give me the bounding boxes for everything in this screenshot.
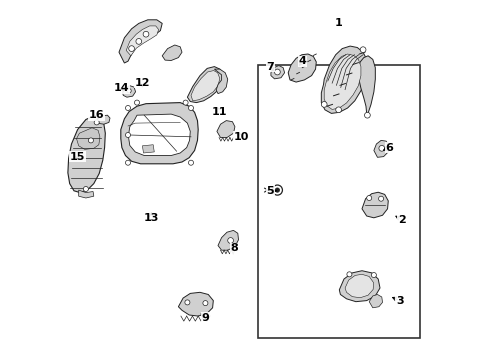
Circle shape bbox=[203, 301, 208, 306]
Circle shape bbox=[189, 105, 194, 111]
Circle shape bbox=[94, 120, 99, 125]
Text: 13: 13 bbox=[144, 213, 159, 223]
Polygon shape bbox=[218, 230, 239, 250]
Circle shape bbox=[347, 272, 352, 277]
Circle shape bbox=[336, 107, 342, 113]
Polygon shape bbox=[288, 54, 316, 82]
Polygon shape bbox=[76, 128, 100, 149]
Polygon shape bbox=[126, 26, 159, 56]
Circle shape bbox=[367, 195, 372, 201]
Polygon shape bbox=[358, 56, 375, 115]
Polygon shape bbox=[98, 115, 110, 124]
Polygon shape bbox=[321, 46, 368, 113]
Polygon shape bbox=[271, 66, 285, 79]
Polygon shape bbox=[119, 20, 162, 63]
Text: 2: 2 bbox=[398, 215, 405, 225]
Text: 15: 15 bbox=[70, 152, 85, 162]
Text: 10: 10 bbox=[234, 132, 249, 142]
Text: 4: 4 bbox=[299, 56, 307, 66]
Circle shape bbox=[136, 39, 142, 44]
Polygon shape bbox=[324, 54, 361, 109]
Circle shape bbox=[274, 69, 280, 75]
Polygon shape bbox=[217, 121, 235, 138]
Text: 14: 14 bbox=[114, 83, 130, 93]
Text: 9: 9 bbox=[201, 312, 209, 323]
Polygon shape bbox=[362, 192, 388, 218]
Text: 8: 8 bbox=[230, 243, 238, 253]
Polygon shape bbox=[79, 190, 94, 198]
Circle shape bbox=[228, 238, 233, 243]
Polygon shape bbox=[215, 69, 228, 94]
Circle shape bbox=[272, 185, 282, 195]
Circle shape bbox=[88, 138, 94, 143]
Circle shape bbox=[189, 160, 194, 165]
Polygon shape bbox=[191, 71, 220, 101]
Polygon shape bbox=[143, 145, 154, 153]
Text: 7: 7 bbox=[267, 62, 274, 72]
Circle shape bbox=[275, 188, 280, 192]
Polygon shape bbox=[178, 292, 213, 316]
Text: 6: 6 bbox=[385, 143, 393, 153]
Polygon shape bbox=[187, 67, 223, 103]
Circle shape bbox=[129, 46, 134, 51]
Circle shape bbox=[360, 47, 366, 53]
Circle shape bbox=[379, 196, 384, 201]
Polygon shape bbox=[374, 140, 389, 157]
Polygon shape bbox=[345, 274, 373, 298]
Circle shape bbox=[321, 102, 327, 107]
Polygon shape bbox=[339, 271, 380, 302]
Text: 5: 5 bbox=[267, 186, 274, 196]
Text: 12: 12 bbox=[135, 78, 150, 88]
Circle shape bbox=[125, 132, 130, 138]
Circle shape bbox=[183, 100, 188, 105]
Circle shape bbox=[365, 112, 370, 118]
Polygon shape bbox=[369, 294, 383, 308]
Polygon shape bbox=[121, 103, 198, 164]
Text: 16: 16 bbox=[89, 110, 104, 120]
Circle shape bbox=[134, 100, 140, 105]
Circle shape bbox=[83, 186, 88, 192]
Circle shape bbox=[125, 160, 130, 165]
Polygon shape bbox=[68, 116, 105, 193]
Circle shape bbox=[185, 300, 190, 305]
Circle shape bbox=[125, 105, 130, 111]
Text: 11: 11 bbox=[212, 107, 227, 117]
Circle shape bbox=[379, 145, 385, 151]
Bar bbox=[258, 65, 419, 338]
Circle shape bbox=[127, 89, 131, 93]
Polygon shape bbox=[122, 86, 136, 97]
Circle shape bbox=[143, 31, 149, 37]
Polygon shape bbox=[162, 45, 182, 60]
Circle shape bbox=[371, 273, 376, 278]
Polygon shape bbox=[128, 114, 190, 156]
Text: 1: 1 bbox=[335, 18, 343, 28]
Text: 3: 3 bbox=[396, 296, 404, 306]
